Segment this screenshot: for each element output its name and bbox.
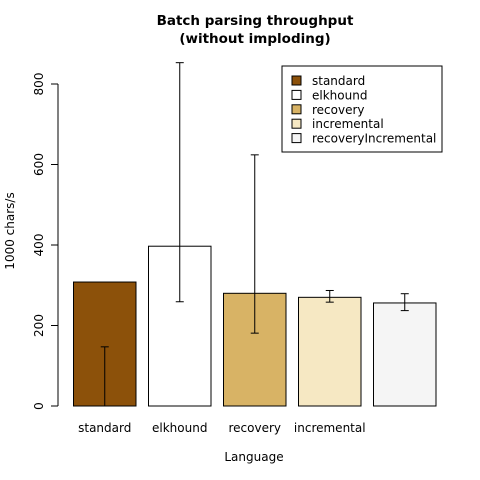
y-tick-label: 600	[32, 153, 46, 176]
error-bar	[400, 293, 409, 312]
legend-label: standard	[312, 74, 365, 88]
legend-box	[281, 65, 443, 153]
y-axis-label: 1000 chars/s	[3, 192, 17, 269]
error-bar	[100, 346, 109, 406]
error-bars-group	[100, 62, 409, 406]
legend-label: recoveryIncremental	[312, 132, 436, 146]
x-axis-label: Language	[224, 450, 283, 464]
y-axis: 0 200 400 600 800	[32, 73, 59, 410]
legend-item: recovery	[291, 103, 365, 117]
y-tick-label: 0	[32, 402, 46, 410]
y-tick-label: 200	[32, 314, 46, 337]
x-tick-labels: standard elkhound recovery incremental	[78, 421, 365, 435]
x-tick-label: standard	[78, 421, 131, 435]
x-tick-label: recovery	[228, 421, 281, 435]
chart-title-line2: (without imploding)	[179, 31, 330, 47]
legend: standardelkhoundrecoveryincrementalrecov…	[281, 65, 443, 153]
legend-swatch	[291, 133, 302, 144]
bar-incremental	[298, 296, 362, 407]
legend-item: incremental	[291, 117, 384, 131]
y-tick-label: 400	[32, 234, 46, 257]
legend-label: elkhound	[312, 88, 367, 102]
legend-label: incremental	[312, 117, 384, 131]
x-tick-label: incremental	[294, 421, 366, 435]
legend-swatch	[291, 104, 302, 115]
legend-item: elkhound	[291, 88, 367, 102]
bar-recoveryIncremental	[373, 302, 437, 407]
chart-title-line1: Batch parsing throughput	[157, 13, 354, 29]
legend-item: recoveryIncremental	[291, 132, 436, 146]
x-tick-label: elkhound	[152, 421, 207, 435]
legend-item: standard	[291, 74, 365, 88]
error-bar	[325, 289, 334, 303]
legend-swatch	[291, 89, 302, 100]
error-bar	[175, 62, 184, 303]
legend-swatch	[291, 118, 302, 129]
legend-swatch	[291, 75, 302, 86]
legend-label: recovery	[312, 103, 365, 117]
error-bar	[250, 154, 259, 334]
y-tick-label: 800	[32, 73, 46, 96]
